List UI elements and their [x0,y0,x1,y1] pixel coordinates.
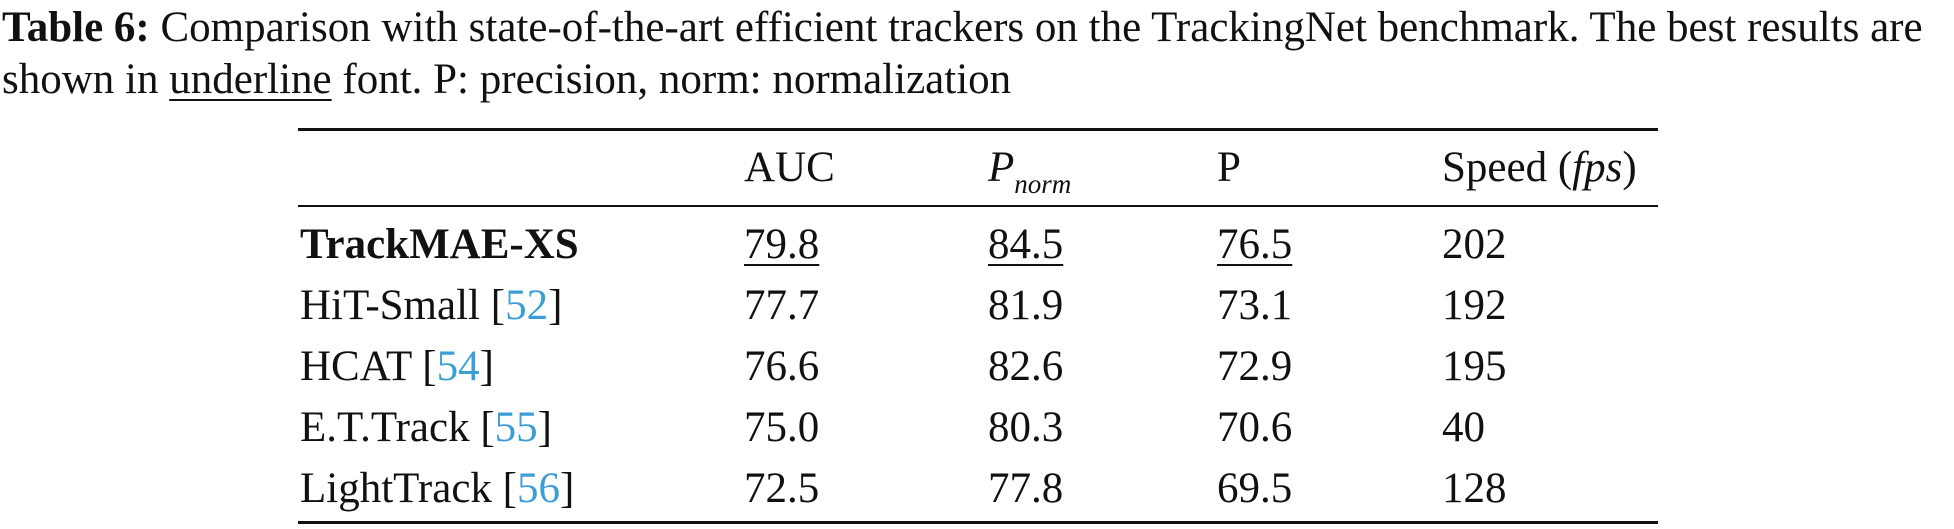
caption-underline-word: underline [169,56,332,103]
row-speed-value: 202 [1442,221,1507,268]
row-method: E.T.Track [55] [300,404,552,451]
citation-link[interactable]: 54 [436,343,480,390]
row-speed-value: 192 [1442,282,1507,329]
row-method: HCAT [54] [300,343,494,390]
row-p-value: 69.5 [1217,465,1293,512]
citation-link[interactable]: 56 [516,465,560,512]
header-speed-unit: fps [1572,144,1623,191]
table-top-rule [298,128,1658,131]
row-method-name: HCAT [300,343,423,390]
row-auc-value: 72.5 [744,465,820,512]
row-pnorm-value: 81.9 [988,282,1064,329]
row-method-name: HiT-Small [300,282,491,329]
citation-link[interactable]: 52 [505,282,549,329]
row-method-name: E.T.Track [300,404,481,451]
caption-label: Table 6: [2,4,150,51]
row-pnorm-value: 77.8 [988,465,1064,512]
table-caption: Table 6: Comparison with state-of-the-ar… [2,2,1952,106]
row-p-value: 73.1 [1217,282,1293,329]
row-p-value: 70.6 [1217,404,1293,451]
header-speed-suffix: ) [1622,144,1637,191]
table-header-rule [298,205,1658,207]
header-pnorm: Pnorm [988,142,1071,210]
citation-link[interactable]: 55 [494,404,538,451]
row-auc-value: 75.0 [744,404,820,451]
row-pnorm-value: 80.3 [988,404,1064,451]
caption-text: Comparison with state-of-the-art efficie… [2,4,1923,103]
row-speed-value: 40 [1442,404,1485,451]
header-p: P [1217,144,1241,191]
row-auc-value: 79.8 [744,221,820,268]
caption-text-end: font. P: precision, norm: normalization [331,56,1012,103]
row-auc-value: 76.6 [744,343,820,390]
row-speed-value: 128 [1442,465,1507,512]
row-p-value: 72.9 [1217,343,1293,390]
row-pnorm-value: 84.5 [988,221,1064,268]
row-method: LightTrack [56] [300,465,575,512]
row-method-name: TrackMAE-XS [300,221,579,268]
row-method: HiT-Small [52] [300,282,563,329]
header-auc: AUC [744,144,835,191]
header-pnorm-sub: norm [1014,169,1072,199]
header-pnorm-main: P [988,144,1015,191]
row-pnorm-value: 82.6 [988,343,1064,390]
header-speed: Speed (fps) [1442,142,1637,194]
row-p-value: 76.5 [1217,221,1293,268]
row-speed-value: 195 [1442,343,1507,390]
table-bottom-rule [298,521,1658,524]
row-auc-value: 77.7 [744,282,820,329]
row-method-name: LightTrack [300,465,503,512]
header-speed-prefix: Speed ( [1442,144,1573,191]
